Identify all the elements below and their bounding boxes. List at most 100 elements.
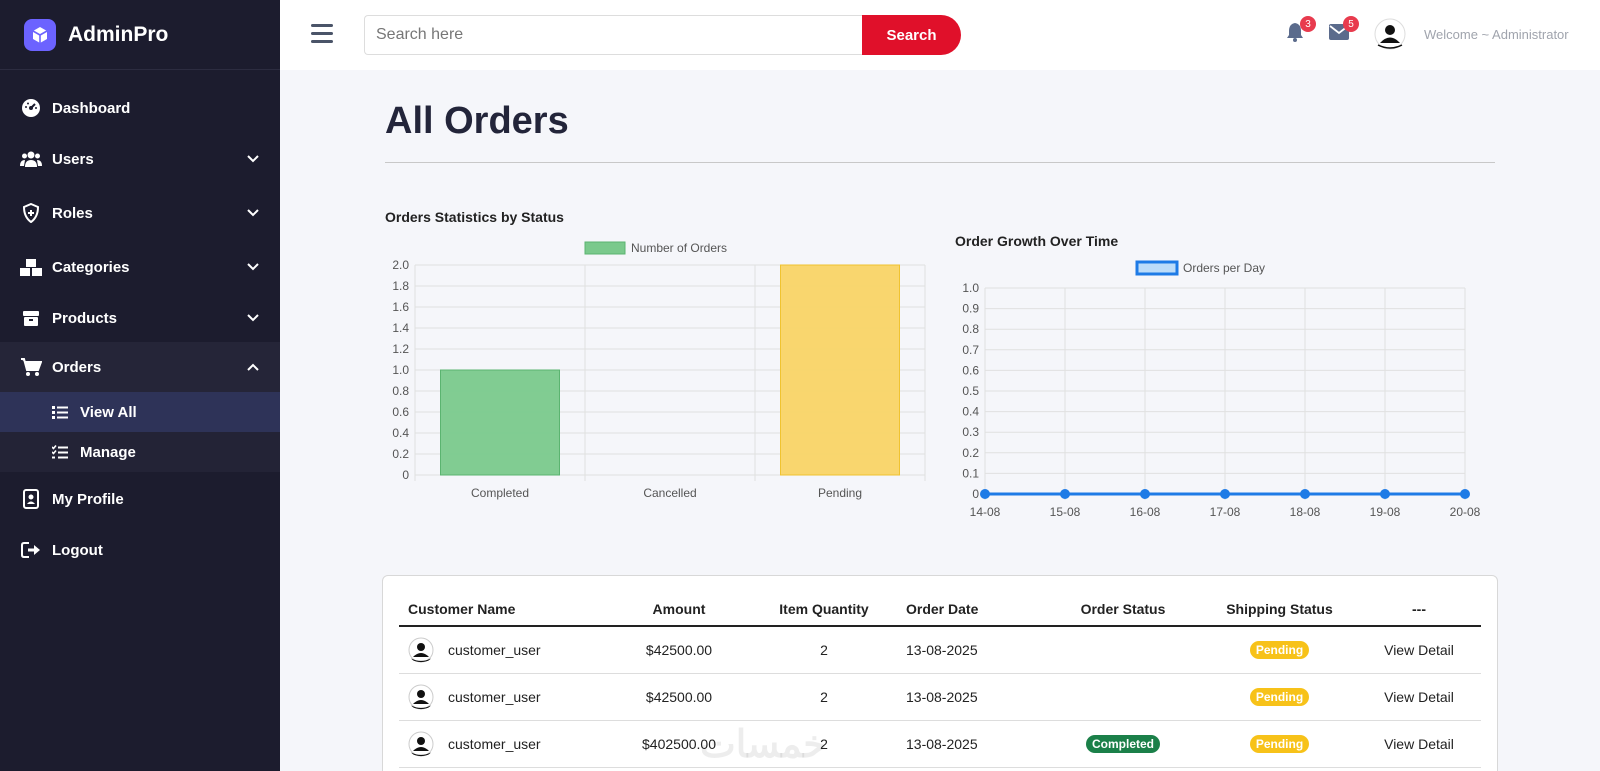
- table-row: customer_user $42500.00 2 13-08-2025 Pen…: [399, 626, 1481, 674]
- shipping-status-badge: Pending: [1249, 687, 1310, 706]
- bar-chart-title: Orders Statistics by Status: [385, 209, 564, 225]
- legend-swatch: [1135, 260, 1179, 276]
- watermark: خمسات: [700, 724, 827, 766]
- sidebar-subitem-view-all[interactable]: View All: [0, 392, 280, 432]
- boxes-icon: [20, 256, 42, 278]
- view-detail-link[interactable]: View Detail: [1384, 641, 1454, 658]
- y-tick-label: 0.2: [392, 447, 409, 461]
- col-header-shipping-status[interactable]: Shipping Status: [1202, 592, 1357, 627]
- col-header-order-status[interactable]: Order Status: [1044, 592, 1202, 627]
- table-header-row: Customer Name Amount Item Quantity Order…: [399, 592, 1481, 627]
- search-input[interactable]: [364, 15, 864, 55]
- search-button[interactable]: Search: [862, 15, 961, 55]
- chevron-down-icon: [247, 209, 259, 217]
- order-status-cell: [1044, 626, 1202, 674]
- data-point: [1220, 489, 1230, 499]
- bell-icon[interactable]: 3: [1286, 16, 1316, 44]
- x-tick-label: Pending: [818, 486, 862, 500]
- orders-table-card: Customer Name Amount Item Quantity Order…: [382, 575, 1498, 771]
- cart-icon: [20, 356, 42, 378]
- x-tick-label: 16-08: [1130, 505, 1161, 519]
- table-row: customer_user $42500.00 2 13-08-2025 Pen…: [399, 673, 1481, 721]
- y-tick-label: 1.0: [962, 281, 979, 295]
- y-tick-label: 2.0: [392, 258, 409, 272]
- shipping-status-badge: Pending: [1249, 640, 1310, 659]
- page-title: All Orders: [385, 100, 569, 142]
- sidebar-item-products[interactable]: Products: [0, 294, 280, 342]
- sidebar-nav: Dashboard Users Roles Categories: [0, 70, 280, 574]
- col-header-order-date[interactable]: Order Date: [894, 592, 1044, 627]
- customer-name: customer_user: [448, 641, 541, 658]
- y-tick-label: 0.8: [962, 322, 979, 336]
- sidebar-item-label: Orders: [52, 358, 102, 376]
- list-check-icon: [52, 444, 68, 459]
- sidebar-item-label: Products: [52, 309, 118, 327]
- cube-logo-icon: [24, 18, 56, 51]
- col-header-customer-name[interactable]: Customer Name: [399, 592, 604, 627]
- chevron-down-icon: [247, 314, 259, 322]
- bar: [440, 369, 560, 476]
- sidebar-item-dashboard[interactable]: Dashboard: [0, 84, 280, 132]
- sidebar-item-my-profile[interactable]: My Profile: [0, 472, 280, 526]
- line-chart-title: Order Growth Over Time: [955, 233, 1119, 249]
- order-date-cell: 13-08-2025: [894, 673, 1044, 721]
- col-header-amount[interactable]: Amount: [604, 592, 754, 627]
- sidebar-item-label: Dashboard: [52, 99, 131, 117]
- sidebar-item-roles[interactable]: Roles: [0, 186, 280, 240]
- y-tick-label: 0.6: [392, 405, 409, 419]
- order-status-cell: [1044, 673, 1202, 721]
- y-tick-label: 0.3: [962, 425, 979, 439]
- x-tick-label: 19-08: [1370, 505, 1401, 519]
- users-icon: [20, 148, 42, 170]
- view-detail-link[interactable]: View Detail: [1384, 735, 1454, 752]
- sidebar-item-label: Logout: [52, 541, 103, 559]
- sidebar-subitem-label: Manage: [80, 443, 136, 461]
- y-tick-label: 1.6: [392, 300, 409, 314]
- customer-avatar-icon: [408, 731, 434, 756]
- title-divider: [385, 162, 1495, 163]
- x-tick-label: Completed: [471, 486, 529, 500]
- chevron-down-icon: [247, 263, 259, 271]
- sidebar: AdminPro Dashboard Users Roles: [0, 0, 280, 771]
- table-row: customer_user $402500.00 2 13-08-2025 Co…: [399, 720, 1481, 768]
- data-point: [1300, 489, 1310, 499]
- sidebar-item-label: Roles: [52, 204, 93, 222]
- amount-cell: $42500.00: [604, 626, 754, 674]
- envelope-icon[interactable]: 5: [1329, 16, 1359, 44]
- data-point: [1060, 489, 1070, 499]
- legend-swatch: [584, 241, 626, 255]
- customer-name: customer_user: [448, 688, 541, 705]
- y-tick-label: 0.8: [392, 384, 409, 398]
- sidebar-subitem-manage[interactable]: Manage: [0, 432, 280, 472]
- order-date-cell: 13-08-2025: [894, 626, 1044, 674]
- sidebar-item-users[interactable]: Users: [0, 132, 280, 186]
- amount-cell: $402500.00: [604, 720, 754, 768]
- order-date-cell: 13-08-2025: [894, 720, 1044, 768]
- y-tick-label: 0.4: [392, 426, 409, 440]
- sidebar-item-orders[interactable]: Orders: [0, 342, 280, 392]
- sidebar-item-label: My Profile: [52, 490, 124, 508]
- y-tick-label: 0.1: [962, 466, 979, 480]
- gauge-icon: [20, 97, 42, 119]
- x-tick-label: 15-08: [1050, 505, 1081, 519]
- order-growth-line-chart: Orders per Day 1.0 0.9 0.8 0.7 0.6 0.5 0.4 0.3 0.…: [962, 260, 1481, 519]
- user-avatar[interactable]: [1374, 18, 1406, 50]
- sidebar-item-categories[interactable]: Categories: [0, 240, 280, 294]
- chevron-down-icon: [247, 155, 259, 163]
- y-tick-label: 0.6: [962, 363, 979, 377]
- sidebar-item-logout[interactable]: Logout: [0, 526, 280, 574]
- brand[interactable]: AdminPro: [0, 0, 280, 70]
- logout-icon: [20, 539, 42, 561]
- hamburger-menu-icon[interactable]: [311, 24, 333, 44]
- col-header-item-quantity[interactable]: Item Quantity: [754, 592, 894, 627]
- message-badge: 5: [1343, 16, 1359, 32]
- chevron-up-icon: [247, 363, 259, 371]
- view-detail-link[interactable]: View Detail: [1384, 688, 1454, 705]
- welcome-text: Welcome ~ Administrator: [1424, 27, 1569, 42]
- list-icon: [52, 406, 68, 419]
- y-tick-label: 0.9: [962, 302, 979, 316]
- notification-badge: 3: [1300, 16, 1316, 32]
- id-card-icon: [20, 488, 42, 510]
- x-tick-label: 20-08: [1450, 505, 1481, 519]
- data-point: [980, 489, 990, 499]
